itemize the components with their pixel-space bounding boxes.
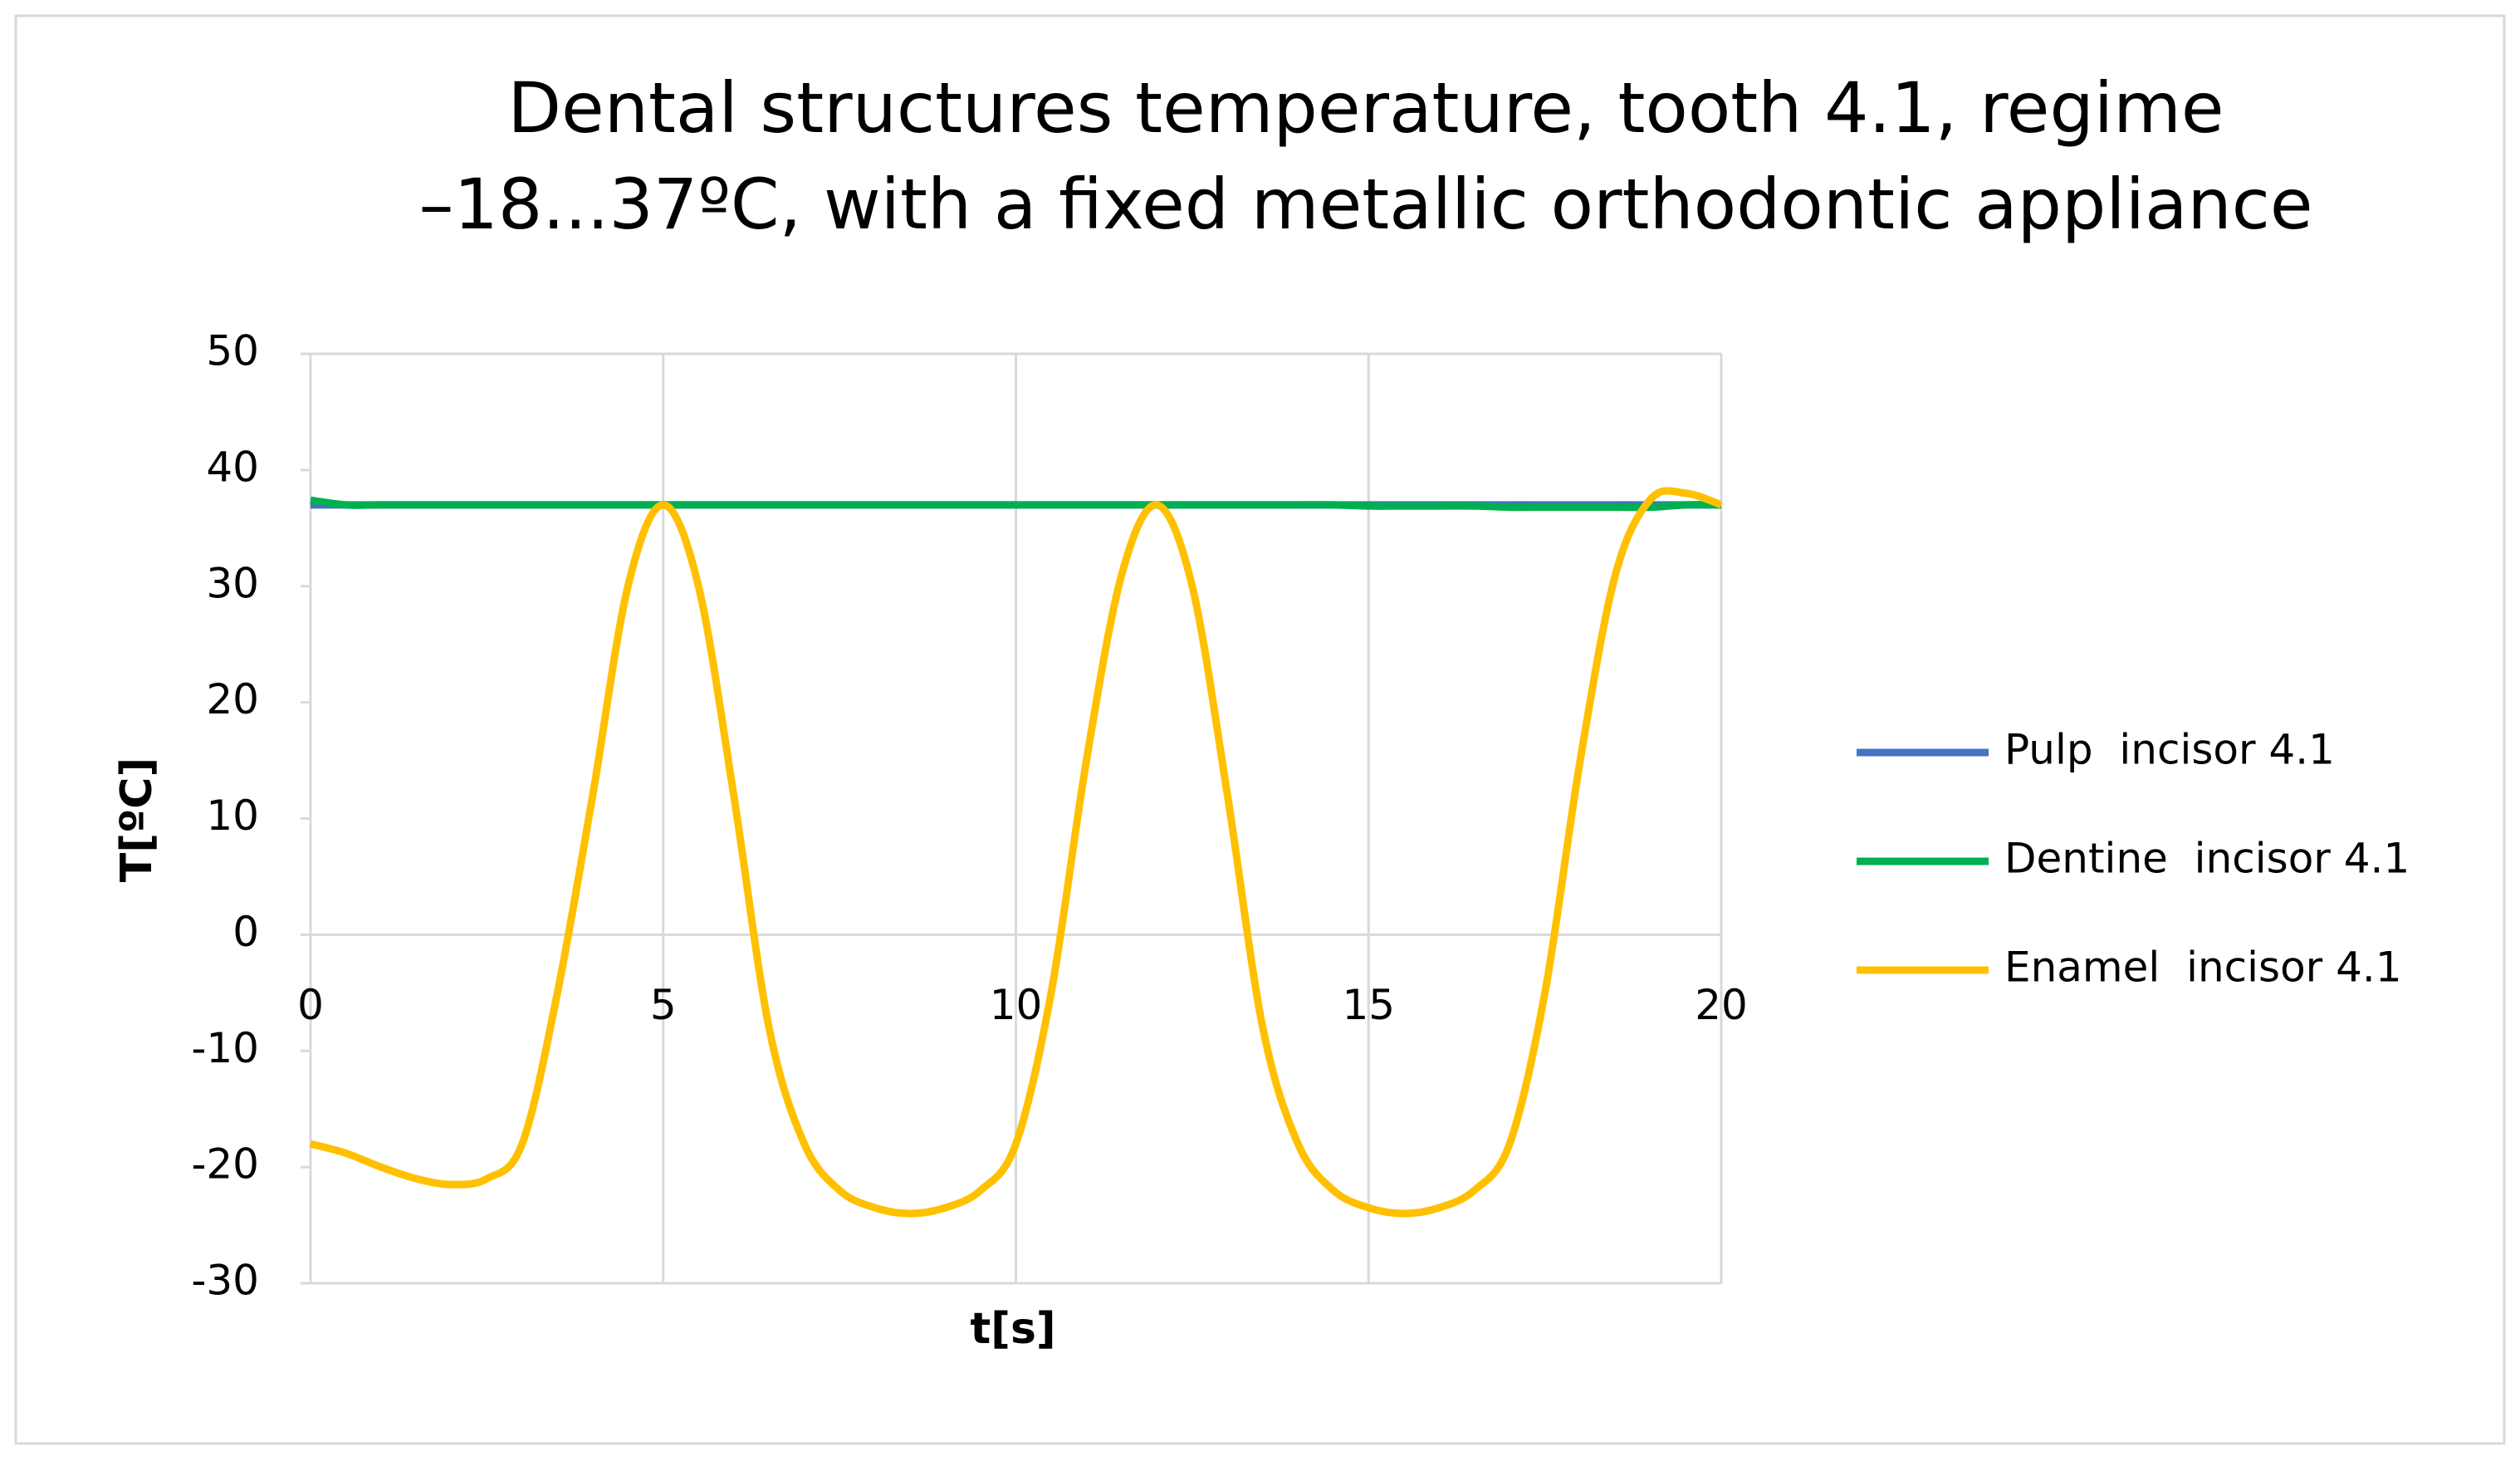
series-line [310,496,1722,512]
y-tick-label: 10 [206,792,259,840]
y-tick-label: 50 [206,327,259,375]
y-tick-label: 0 [232,908,259,956]
chart-border [14,14,2506,1445]
y-tick-label: -10 [191,1024,259,1072]
x-tick-label: 20 [1695,981,1748,1029]
chart-title: –18...37ºC, with a fixed metallic orthod… [418,164,2312,245]
x-axis-title: t[s] [970,1304,1055,1354]
legend-label: Enamel incisor 4.1 [2004,944,2402,992]
y-tick-label: -30 [191,1257,259,1305]
legend-label: Pulp incisor 4.1 [2004,726,2335,774]
x-tick-label: 0 [297,981,324,1029]
y-axis-title: T[ºC] [112,758,162,883]
x-tick-label: 5 [650,981,677,1029]
series-line [309,487,1723,1218]
x-tick-label: 10 [990,981,1043,1029]
chart-title: Dental structures temperature, tooth 4.1… [507,67,2224,149]
y-tick-label: 40 [206,443,259,491]
y-tick-label: -20 [191,1140,259,1189]
x-tick-label: 15 [1342,981,1395,1029]
y-tick-label: 20 [206,675,259,723]
legend-label: Dentine incisor 4.1 [2004,835,2410,883]
y-tick-label: 30 [206,559,259,607]
